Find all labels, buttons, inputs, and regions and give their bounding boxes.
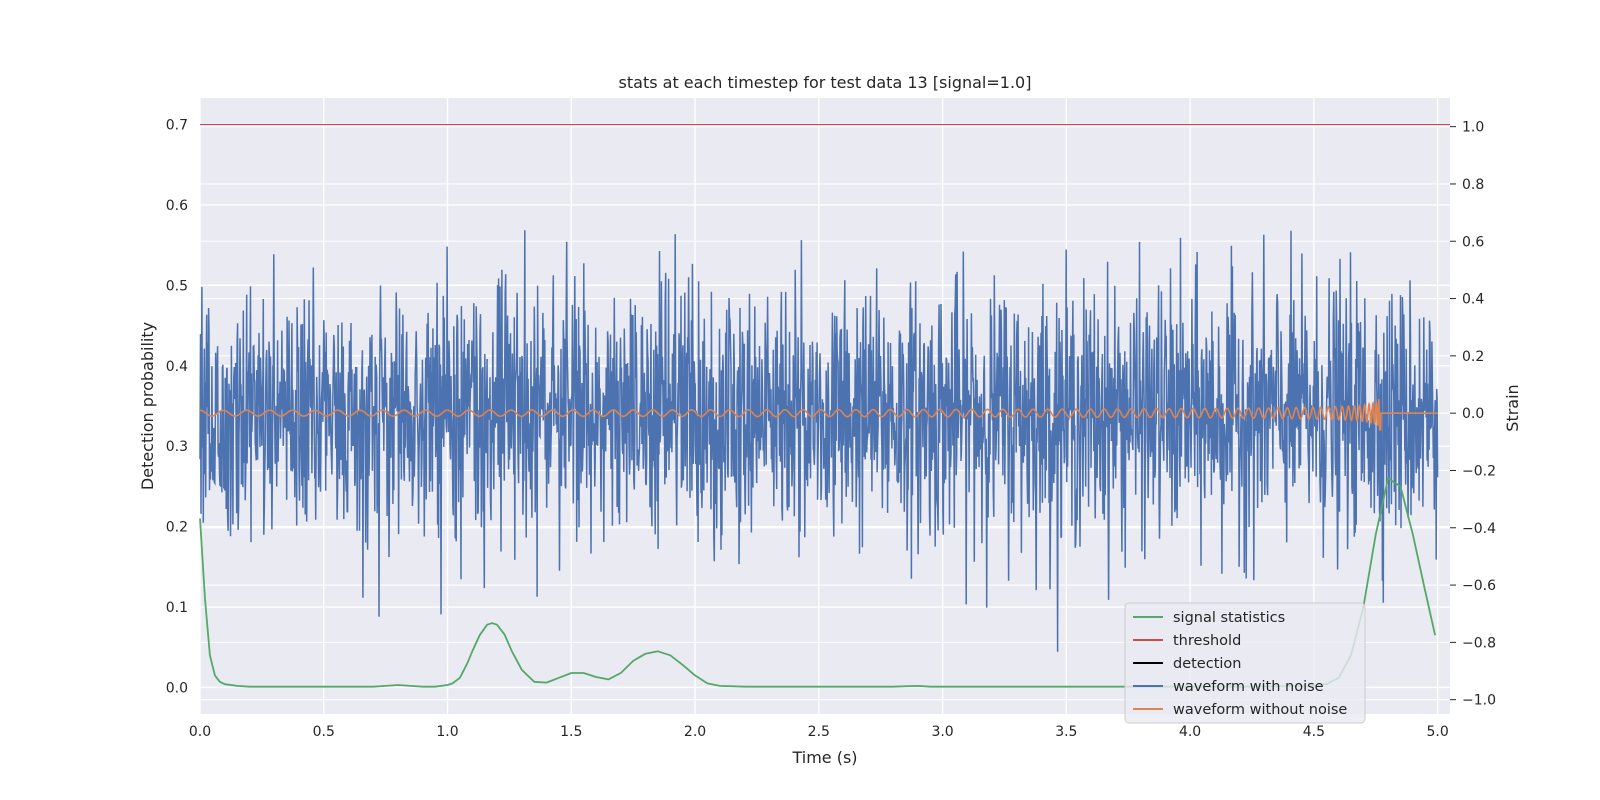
y-tick-label-right: 0.0 bbox=[1462, 406, 1484, 422]
axes: 0.0 0.5 1.0 1.5 2.0 2.5 3.0 3.5 4.0 4.5 5.0 0.0 0.1 0… bbox=[166, 118, 1496, 740]
series-waveform-with-noise bbox=[199, 230, 1439, 652]
legend-label: waveform without noise bbox=[1173, 702, 1347, 718]
legend-box bbox=[1124, 602, 1366, 724]
y-tick-label-right: 0.2 bbox=[1462, 349, 1484, 365]
y-tick-label-left: 0.1 bbox=[166, 600, 188, 616]
y-axis-label-left: Detection probability bbox=[138, 322, 157, 490]
y-tick-label-right: −0.6 bbox=[1462, 578, 1496, 594]
y-tick-label-right: 0.6 bbox=[1462, 234, 1484, 250]
y-tick-label-right: −0.4 bbox=[1462, 521, 1496, 537]
x-tick-label: 1.5 bbox=[560, 724, 582, 740]
x-tick-label: 2.0 bbox=[684, 724, 706, 740]
y-tick-label-left: 0.4 bbox=[166, 359, 188, 375]
chart-title: stats at each timestep for test data 13 … bbox=[619, 73, 1032, 92]
y-tick-label-right: −1.0 bbox=[1462, 693, 1496, 709]
legend-label: signal statistics bbox=[1173, 610, 1285, 626]
y-tick-label-right: 0.8 bbox=[1462, 177, 1484, 193]
y-tick-label-right: −0.8 bbox=[1462, 635, 1496, 651]
y-tick-label-right: 1.0 bbox=[1462, 120, 1484, 136]
x-tick-label: 4.5 bbox=[1303, 724, 1325, 740]
x-tick-label: 5.0 bbox=[1426, 724, 1448, 740]
x-tick-label: 2.5 bbox=[808, 724, 830, 740]
x-tick-label: 3.0 bbox=[931, 724, 953, 740]
x-tick-label: 0.0 bbox=[189, 724, 211, 740]
series-waveform-without-noise bbox=[200, 398, 1438, 431]
x-axis-label: Time (s) bbox=[791, 748, 857, 767]
x-tick-label: 0.5 bbox=[313, 724, 335, 740]
legend-label: detection bbox=[1173, 656, 1241, 672]
y-tick-label-left: 0.5 bbox=[166, 278, 188, 294]
x-tick-label: 4.0 bbox=[1179, 724, 1201, 740]
y-tick-label-left: 0.3 bbox=[166, 439, 188, 455]
y-tick-label-left: 0.0 bbox=[166, 680, 188, 696]
legend: signal statistics threshold detection wavef… bbox=[1124, 602, 1366, 724]
y-tick-label-left: 0.6 bbox=[166, 198, 188, 214]
legend-label: waveform with noise bbox=[1173, 679, 1324, 695]
legend-label: threshold bbox=[1173, 633, 1241, 649]
y-tick-label-right: −0.2 bbox=[1462, 463, 1496, 479]
y-axis-label-right: Strain bbox=[1503, 384, 1522, 431]
y-tick-label-left: 0.7 bbox=[166, 118, 188, 134]
x-tick-label: 1.0 bbox=[436, 724, 458, 740]
y-tick-label-left: 0.2 bbox=[166, 520, 188, 536]
x-tick-label: 3.5 bbox=[1055, 724, 1077, 740]
y-tick-label-right: 0.4 bbox=[1462, 292, 1484, 308]
